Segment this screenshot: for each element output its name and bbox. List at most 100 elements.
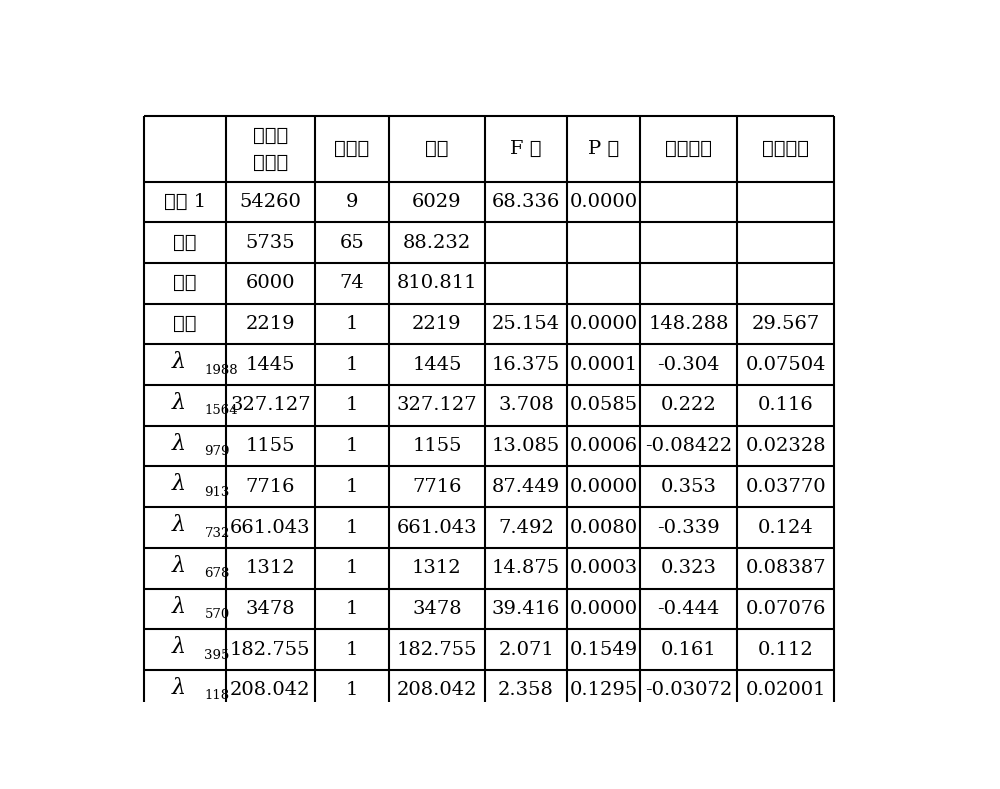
Text: 1: 1 [346, 396, 358, 414]
Text: 0.0080: 0.0080 [570, 518, 638, 537]
Text: 208.042: 208.042 [230, 682, 311, 699]
Text: 3478: 3478 [246, 600, 295, 618]
Text: 模型 1: 模型 1 [164, 193, 206, 211]
Text: 1155: 1155 [246, 437, 295, 455]
Text: 1312: 1312 [246, 559, 295, 578]
Text: 16.375: 16.375 [492, 356, 560, 374]
Text: 570: 570 [204, 608, 230, 621]
Text: 661.043: 661.043 [397, 518, 477, 537]
Text: -0.08422: -0.08422 [645, 437, 732, 455]
Text: 661.043: 661.043 [230, 518, 311, 537]
Text: 182.755: 182.755 [397, 641, 477, 659]
Text: 2.358: 2.358 [498, 682, 554, 699]
Text: 87.449: 87.449 [492, 478, 560, 495]
Text: 7716: 7716 [246, 478, 295, 495]
Text: 1: 1 [346, 600, 358, 618]
Text: 5735: 5735 [246, 234, 295, 252]
Text: 1: 1 [346, 356, 358, 374]
Text: 0.124: 0.124 [758, 518, 814, 537]
Text: 0.112: 0.112 [758, 641, 814, 659]
Text: 6000: 6000 [246, 275, 295, 292]
Text: 29.567: 29.567 [752, 315, 820, 333]
Text: 0.323: 0.323 [661, 559, 717, 578]
Text: 自由度: 自由度 [334, 140, 369, 158]
Text: 方差: 方差 [425, 140, 449, 158]
Text: λ: λ [172, 514, 186, 536]
Text: 327.127: 327.127 [397, 396, 477, 414]
Text: 0.0585: 0.0585 [570, 396, 638, 414]
Text: 1: 1 [346, 518, 358, 537]
Text: 148.288: 148.288 [649, 315, 729, 333]
Text: 回归系数: 回归系数 [665, 140, 712, 158]
Text: 74: 74 [339, 275, 364, 292]
Text: 1445: 1445 [412, 356, 462, 374]
Text: 0.161: 0.161 [661, 641, 717, 659]
Text: 54260: 54260 [239, 193, 301, 211]
Text: 395: 395 [204, 649, 230, 662]
Text: 1155: 1155 [412, 437, 462, 455]
Text: 678: 678 [204, 567, 230, 580]
Text: 1: 1 [346, 641, 358, 659]
Text: 1: 1 [346, 559, 358, 578]
Text: 0.02328: 0.02328 [745, 437, 826, 455]
Text: F 值: F 值 [510, 140, 542, 158]
Text: 1445: 1445 [246, 356, 295, 374]
Text: 误差: 误差 [173, 234, 197, 252]
Text: λ: λ [172, 596, 186, 618]
Text: 0.353: 0.353 [661, 478, 717, 495]
Text: -0.304: -0.304 [658, 356, 720, 374]
Text: 0.0000: 0.0000 [570, 478, 638, 495]
Text: 39.416: 39.416 [492, 600, 560, 618]
Text: 7716: 7716 [412, 478, 462, 495]
Text: λ: λ [172, 392, 186, 414]
Text: -0.339: -0.339 [657, 518, 720, 537]
Text: 1: 1 [346, 682, 358, 699]
Text: 0.116: 0.116 [758, 396, 814, 414]
Text: 327.127: 327.127 [230, 396, 311, 414]
Text: 1988: 1988 [204, 364, 238, 376]
Text: 208.042: 208.042 [397, 682, 477, 699]
Text: 118: 118 [204, 690, 230, 702]
Text: λ: λ [172, 636, 186, 658]
Text: 2219: 2219 [246, 315, 295, 333]
Text: 810.811: 810.811 [397, 275, 477, 292]
Text: -0.444: -0.444 [658, 600, 720, 618]
Text: 1564: 1564 [204, 405, 238, 417]
Text: 3478: 3478 [412, 600, 462, 618]
Text: 0.1295: 0.1295 [569, 682, 638, 699]
Text: 0.0000: 0.0000 [570, 600, 638, 618]
Text: 913: 913 [204, 486, 230, 499]
Text: 截距: 截距 [173, 315, 197, 333]
Text: 1: 1 [346, 315, 358, 333]
Text: 1: 1 [346, 437, 358, 455]
Text: 总和: 总和 [173, 275, 197, 292]
Text: λ: λ [172, 677, 186, 699]
Text: P 值: P 值 [588, 140, 619, 158]
Text: 0.0001: 0.0001 [570, 356, 638, 374]
Text: 182.755: 182.755 [230, 641, 311, 659]
Text: 0.07076: 0.07076 [745, 600, 826, 618]
Text: 25.154: 25.154 [492, 315, 560, 333]
Text: 88.232: 88.232 [403, 234, 471, 252]
Text: 6029: 6029 [412, 193, 462, 211]
Text: 979: 979 [204, 445, 230, 458]
Text: 7.492: 7.492 [498, 518, 554, 537]
Text: 1312: 1312 [412, 559, 462, 578]
Text: 732: 732 [204, 526, 230, 540]
Text: λ: λ [172, 555, 186, 577]
Text: 0.0000: 0.0000 [570, 193, 638, 211]
Text: 65: 65 [339, 234, 364, 252]
Text: 0.03770: 0.03770 [745, 478, 826, 495]
Text: 9: 9 [345, 193, 358, 211]
Text: 平方和: 平方和 [253, 154, 288, 172]
Text: 2.071: 2.071 [498, 641, 554, 659]
Text: 68.336: 68.336 [492, 193, 560, 211]
Text: -0.03072: -0.03072 [645, 682, 732, 699]
Text: 2219: 2219 [412, 315, 462, 333]
Text: 14.875: 14.875 [492, 559, 560, 578]
Text: 0.0003: 0.0003 [569, 559, 638, 578]
Text: 0.08387: 0.08387 [745, 559, 826, 578]
Text: 13.085: 13.085 [492, 437, 560, 455]
Text: λ: λ [172, 473, 186, 495]
Text: 标准误差: 标准误差 [762, 140, 809, 158]
